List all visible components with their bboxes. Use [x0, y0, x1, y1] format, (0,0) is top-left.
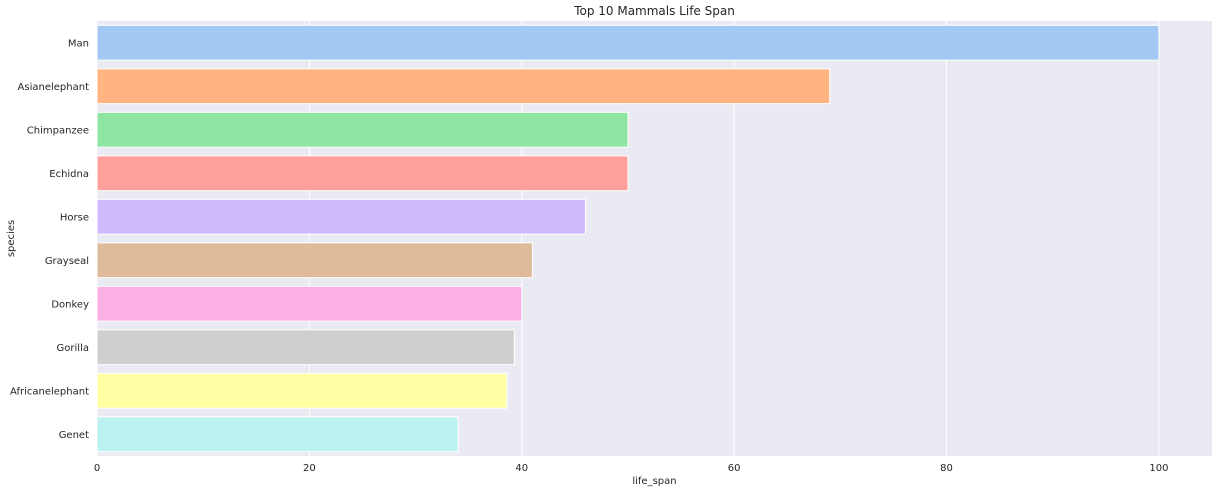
y-tick-label: Donkey [51, 299, 89, 310]
chart-title: Top 10 Mammals Life Span [573, 4, 735, 18]
x-tick-label: 100 [1149, 463, 1168, 474]
y-axis-label: species [6, 220, 17, 257]
y-tick-label: Echidna [49, 169, 89, 180]
x-tick-label: 40 [515, 463, 528, 474]
y-tick-label: Grayseal [45, 256, 89, 267]
x-tick-label: 60 [728, 463, 741, 474]
bar-gorilla [96, 329, 515, 366]
x-tick-label: 20 [303, 463, 316, 474]
x-axis-label: life_span [632, 476, 676, 487]
bar-man [96, 24, 1160, 61]
y-tick-label: Chimpanzee [27, 125, 89, 136]
bars [96, 24, 1160, 453]
bar-chimpanzee [96, 111, 629, 148]
x-tick-label: 0 [94, 463, 100, 474]
bar-horse [96, 198, 586, 235]
bar-donkey [96, 285, 523, 322]
bar-genet [96, 416, 459, 453]
bar-grayseal [96, 242, 533, 279]
y-tick-labels: Man Asianelephant Chimpanzee Echidna Horse Gr… [10, 38, 89, 441]
y-tick-label: Horse [60, 212, 89, 223]
y-tick-label: Africanelephant [10, 386, 89, 397]
y-tick-label: Genet [59, 430, 89, 441]
y-tick-label: Man [68, 38, 89, 49]
y-tick-label: Asianelephant [18, 82, 90, 93]
bar-asianelephant [96, 68, 831, 105]
bar-africanelephant [96, 372, 508, 409]
x-tick-labels: 0 20 40 60 80 100 [94, 463, 1169, 474]
x-tick-label: 80 [940, 463, 953, 474]
y-tick-label: Gorilla [57, 343, 89, 354]
bar-echidna [96, 155, 629, 192]
